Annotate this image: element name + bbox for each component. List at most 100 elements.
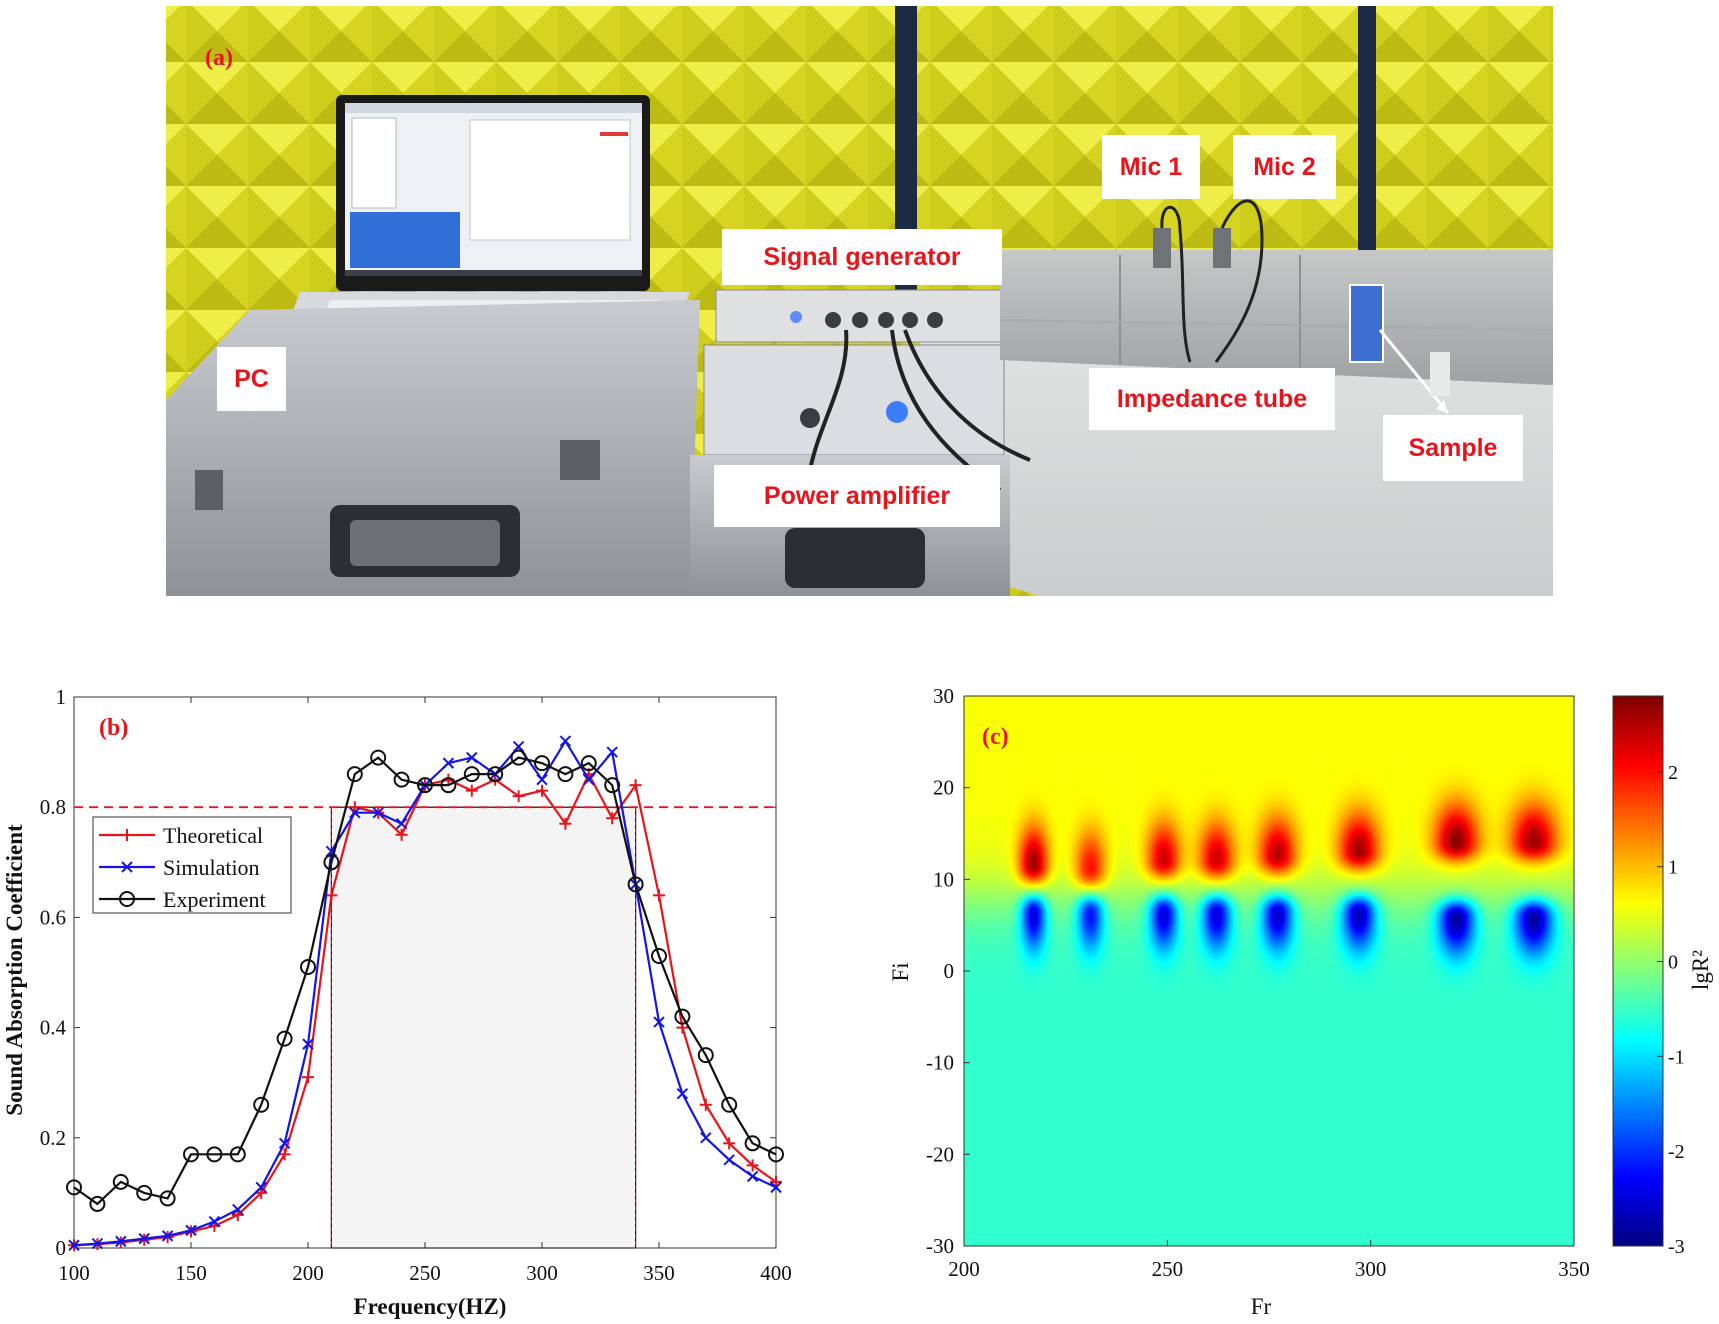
x-tick-label: 200 (292, 1261, 324, 1285)
data-point (580, 755, 597, 772)
data-point (302, 1038, 314, 1050)
heatmap-canvas (964, 696, 1574, 1246)
data-point (583, 773, 595, 786)
label-mic2: Mic 2 (1233, 135, 1336, 199)
label-impedance-tube: Impedance tube (1089, 368, 1335, 430)
absorption-band (330, 806, 637, 1249)
data-point (606, 812, 619, 825)
mic2-device (1213, 228, 1231, 268)
data-point (770, 1175, 782, 1188)
data-point (721, 1096, 738, 1113)
data-point (417, 777, 433, 794)
data-point (512, 740, 525, 753)
data-point (674, 1008, 691, 1025)
x-tick-label: 150 (175, 1261, 207, 1285)
data-point (768, 1146, 784, 1163)
data-point (440, 777, 457, 794)
data-point (323, 854, 340, 871)
data-point (629, 779, 642, 792)
data-point (302, 1071, 314, 1084)
data-point (91, 1237, 104, 1250)
series-experiment (66, 749, 784, 1212)
data-point (746, 1170, 759, 1183)
data-point (604, 777, 621, 794)
x-tick-label: 100 (58, 1261, 90, 1285)
data-point (463, 766, 480, 783)
floor (920, 330, 1553, 596)
legend-label: Theoretical (163, 823, 263, 848)
data-point (557, 766, 574, 783)
legend-marker (121, 829, 133, 841)
series-line (73, 756, 777, 1206)
data-point (700, 1132, 712, 1144)
data-point (229, 1146, 246, 1163)
data-point (723, 1137, 736, 1150)
data-point (89, 1195, 106, 1212)
data-point (393, 771, 410, 788)
data-point (185, 1224, 197, 1237)
data-point (66, 1179, 82, 1196)
data-point (300, 958, 316, 975)
data-point (770, 1181, 782, 1194)
label-mic1: Mic 1 (1102, 135, 1200, 199)
data-point (348, 801, 361, 814)
data-point (183, 1146, 199, 1163)
data-point (208, 1215, 221, 1228)
data-point (510, 749, 527, 766)
x-tick-label: 400 (760, 1261, 792, 1285)
data-point (606, 746, 618, 758)
support-pole-right (1358, 6, 1376, 306)
panel-label-a: (a) (205, 45, 233, 71)
data-point (676, 1088, 689, 1100)
legend-item: Theoretical (99, 823, 263, 848)
y-tick-label: 0.6 (40, 905, 66, 929)
data-point (325, 889, 338, 902)
data-point (697, 1047, 714, 1064)
data-point (276, 1030, 293, 1047)
data-point (255, 1181, 267, 1194)
data-point (699, 1098, 712, 1111)
y-tick-label: 0.2 (40, 1126, 66, 1150)
data-point (68, 1239, 80, 1251)
data-point (231, 1208, 244, 1221)
data-point (534, 755, 550, 772)
data-point (744, 1135, 761, 1152)
data-point (159, 1190, 176, 1207)
data-point (465, 784, 478, 797)
data-point (723, 1154, 735, 1166)
y-tick-label: 0.4 (40, 1016, 67, 1040)
chart-series (66, 735, 784, 1252)
data-point (651, 947, 667, 964)
data-point (278, 1148, 291, 1161)
data-point (559, 817, 572, 830)
data-point (115, 1235, 127, 1248)
data-point (278, 1137, 291, 1150)
y-tick-label: 1 (56, 685, 67, 709)
data-point (536, 773, 548, 786)
data-point (372, 807, 384, 819)
legend-label: Simulation (163, 855, 260, 880)
panel-label-b: (b) (99, 715, 128, 741)
x-tick-label: 300 (526, 1261, 558, 1285)
label-sample: Sample (1383, 415, 1523, 481)
data-point (627, 876, 644, 893)
data-point (559, 735, 572, 747)
data-point (487, 766, 504, 783)
data-point (370, 749, 387, 766)
data-point (253, 1096, 270, 1113)
equipment-case (166, 300, 700, 596)
x-tick-label: 250 (409, 1261, 441, 1285)
data-point (653, 1016, 665, 1028)
data-point (442, 757, 455, 769)
data-point (206, 1146, 223, 1163)
data-point (466, 751, 478, 764)
y-axis-label: Sound Absorption Coefficient (2, 824, 27, 1116)
data-point (536, 784, 548, 797)
label-pc: PC (217, 347, 286, 411)
tick-labels: 100 150 200 250 300 350 400 0 0.2 0.4 0.6 0.8 1 (40, 685, 792, 1285)
legend-marker (121, 861, 133, 873)
data-point (138, 1232, 150, 1245)
